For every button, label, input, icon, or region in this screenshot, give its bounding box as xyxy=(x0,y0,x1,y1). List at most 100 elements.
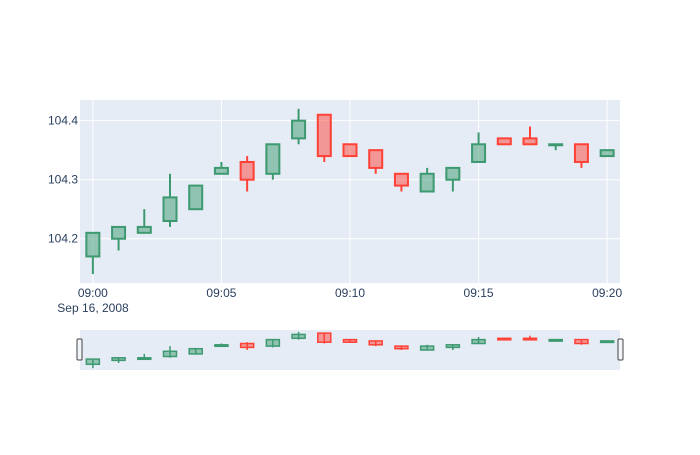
mini-candle-decreasing xyxy=(497,337,512,341)
candle-body xyxy=(573,143,589,163)
mini-candle-decreasing xyxy=(394,345,409,350)
candle-decreasing xyxy=(368,149,384,174)
candle-body xyxy=(291,119,307,140)
candle-increasing xyxy=(136,209,152,234)
rangeslider-right-handle[interactable] xyxy=(617,338,624,361)
y-tick-label: 104.3 xyxy=(48,173,78,187)
candle-body xyxy=(265,143,281,175)
candle-decreasing xyxy=(316,113,332,162)
candle-increasing xyxy=(445,166,461,192)
mini-candle-body xyxy=(162,350,178,358)
mini-candle-increasing xyxy=(214,343,229,348)
mini-candle-body xyxy=(85,358,101,366)
main-candles xyxy=(85,108,615,275)
candle-body xyxy=(548,143,564,147)
mini-candle-body xyxy=(497,337,512,341)
mini-candle-decreasing xyxy=(239,342,255,350)
mini-candle-increasing xyxy=(137,353,152,361)
x-tick-label: 09:15 xyxy=(464,286,494,300)
candle-increasing xyxy=(291,108,307,145)
mini-candle-increasing xyxy=(85,358,101,369)
candle-body xyxy=(496,137,512,146)
x-tick-label: 09:05 xyxy=(206,286,236,300)
rangeslider-candles xyxy=(85,331,615,369)
mini-candle-body xyxy=(419,345,435,351)
candle-increasing xyxy=(419,167,435,193)
mini-candle-increasing xyxy=(445,344,461,350)
candle-body xyxy=(522,137,538,146)
mini-candle-increasing xyxy=(111,357,126,363)
mini-candle-increasing xyxy=(265,338,281,348)
x-axis-tick-labels: 09:00 09:05 09:10 09:15 09:20 xyxy=(78,286,623,300)
candle-increasing xyxy=(85,231,101,275)
candle-body xyxy=(599,149,615,158)
candle-increasing xyxy=(548,143,564,151)
candle-decreasing xyxy=(342,143,358,158)
mini-candle-increasing xyxy=(188,347,203,355)
mini-candle-decreasing xyxy=(574,338,589,345)
candle-body xyxy=(162,196,178,223)
mini-candle-body xyxy=(291,333,306,340)
candle-body xyxy=(419,172,435,193)
candle-decreasing xyxy=(393,172,409,192)
x-axis-date-label: Sep 16, 2008 xyxy=(57,301,129,315)
y-tick-label: 104.4 xyxy=(48,114,78,128)
mini-candle-decreasing xyxy=(368,340,383,347)
candle-increasing xyxy=(265,143,281,180)
candle-body xyxy=(111,225,127,240)
x-tick-label: 09:00 xyxy=(78,286,108,300)
candle-body xyxy=(239,160,255,181)
candle-increasing xyxy=(213,161,229,175)
candle-increasing xyxy=(162,173,178,227)
mini-candle-increasing xyxy=(291,331,306,340)
mini-candle-body xyxy=(548,338,563,342)
candle-decreasing xyxy=(522,126,538,146)
mini-candle-body xyxy=(368,340,383,346)
mini-candle-increasing xyxy=(419,344,435,351)
candle-body xyxy=(188,184,204,211)
candle-increasing xyxy=(599,149,615,158)
candle-body xyxy=(85,231,101,258)
candle-increasing xyxy=(471,132,487,163)
mini-candle-increasing xyxy=(548,338,563,342)
x-tick-label: 09:20 xyxy=(592,286,622,300)
mini-candle-body xyxy=(188,347,203,355)
mini-candle-increasing xyxy=(471,337,486,345)
mini-candle-body xyxy=(471,338,486,345)
candle-body xyxy=(393,172,409,187)
candle-body xyxy=(445,166,461,181)
candle-decreasing xyxy=(239,156,255,192)
mini-candle-decreasing xyxy=(342,338,358,343)
candle-body xyxy=(316,113,332,158)
mini-candle-body xyxy=(599,340,615,344)
mini-candle-body xyxy=(574,338,589,345)
mini-candle-decreasing xyxy=(522,335,538,341)
mini-candle-body xyxy=(111,357,126,362)
candle-body xyxy=(342,143,358,158)
candle-body xyxy=(471,143,487,163)
candle-increasing xyxy=(111,225,127,251)
candle-decreasing xyxy=(496,137,512,146)
mini-candle-body xyxy=(239,342,255,349)
rangeslider-background[interactable] xyxy=(80,330,620,370)
candle-body xyxy=(213,166,229,175)
y-tick-label: 104.2 xyxy=(48,232,78,246)
mini-candle-body xyxy=(445,344,461,349)
candle-body xyxy=(368,149,384,169)
mini-candle-body xyxy=(342,338,358,343)
mini-candle-body xyxy=(317,332,332,343)
mini-candle-body xyxy=(394,345,409,350)
candle-increasing xyxy=(188,184,204,211)
mini-candle-increasing xyxy=(162,346,178,358)
y-axis-tick-labels: 104.2 104.3 104.4 xyxy=(48,114,78,246)
mini-candle-body xyxy=(265,338,281,347)
mini-candle-body xyxy=(214,344,229,348)
mini-candle-body xyxy=(522,337,538,341)
candle-decreasing xyxy=(573,143,589,168)
mini-candle-body xyxy=(137,357,152,361)
rangeslider-left-handle[interactable] xyxy=(76,338,83,361)
candle-body xyxy=(136,225,152,234)
x-tick-label: 09:10 xyxy=(335,286,365,300)
